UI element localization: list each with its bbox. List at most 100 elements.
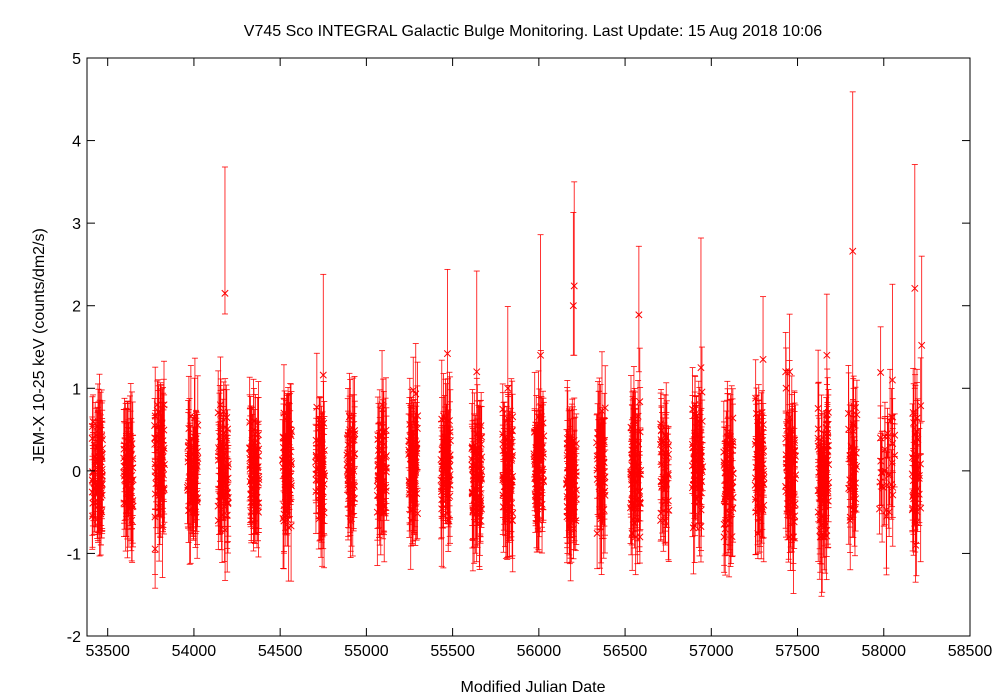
data-point [877, 326, 885, 419]
data-point [382, 415, 390, 521]
data-point [95, 437, 104, 557]
data-point [286, 403, 294, 446]
data-point [317, 465, 325, 558]
x-tick-label: 58000 [862, 643, 907, 660]
y-tick-label: 3 [72, 216, 81, 233]
data-point [126, 395, 134, 479]
data-point [570, 181, 578, 356]
data-point [286, 383, 294, 485]
data-point [88, 484, 97, 548]
data-point [223, 409, 232, 449]
chart-title: V745 Sco INTEGRAL Galactic Bulge Monitor… [244, 23, 823, 40]
data-point [248, 406, 256, 475]
data-point [217, 457, 225, 512]
data-point [158, 475, 167, 578]
y-tick-label: 5 [72, 51, 81, 68]
data-point [405, 413, 413, 496]
data-point [216, 385, 224, 489]
data-point [190, 434, 199, 524]
x-tick-label: 57000 [689, 643, 734, 660]
data-point [280, 457, 288, 554]
data-point [280, 364, 288, 462]
data-point [911, 164, 919, 389]
data-point [918, 255, 926, 422]
y-tick-label: 2 [72, 299, 81, 316]
y-tick-label: 1 [72, 381, 81, 398]
y-tick-label: -2 [67, 629, 81, 646]
data-point [380, 452, 388, 532]
data-point [468, 403, 476, 494]
data-point [346, 379, 354, 489]
y-axis-label: JEM-X 10-25 keV (counts/dm2/s) [31, 228, 48, 464]
data-point [279, 440, 287, 480]
data-point [253, 446, 261, 549]
data-point [374, 437, 382, 515]
data-point [252, 420, 260, 495]
x-tick-label: 57500 [775, 643, 820, 660]
data-point [499, 383, 507, 435]
data-point [318, 412, 326, 452]
data-point [95, 434, 103, 533]
y-tick-label: 4 [72, 134, 81, 151]
data-point [379, 424, 387, 501]
data-point [438, 470, 446, 529]
data-points [88, 91, 926, 597]
data-point [218, 420, 227, 491]
data-point [849, 91, 857, 406]
x-tick-label: 54500 [258, 643, 303, 660]
data-point [120, 468, 128, 537]
data-point [442, 465, 450, 510]
axis-ticks: 53500 54000 54500 55000 55500 56000 56500 57000… [67, 51, 993, 660]
data-point [444, 378, 452, 496]
data-point [349, 421, 357, 460]
data-point [189, 465, 197, 537]
data-point [127, 461, 136, 500]
data-point [509, 454, 517, 573]
data-point [98, 451, 106, 494]
data-point [157, 428, 166, 482]
data-point [185, 409, 193, 476]
data-point [160, 378, 168, 482]
data-point [88, 396, 97, 457]
data-point [445, 424, 453, 528]
x-tick-label: 55000 [344, 643, 389, 660]
data-point [126, 488, 134, 527]
data-point [247, 451, 256, 506]
data-point [93, 500, 101, 539]
data-point [89, 473, 97, 522]
data-point [151, 458, 159, 575]
data-point [94, 448, 102, 535]
data-point [507, 441, 515, 519]
data-point [888, 388, 896, 446]
x-tick-label: 56500 [603, 643, 648, 660]
data-point [94, 470, 102, 542]
data-point [221, 166, 229, 315]
data-point [508, 411, 516, 450]
data-point [214, 370, 222, 455]
data-point [408, 421, 416, 504]
x-tick-label: 58500 [948, 643, 993, 660]
x-tick-label: 53500 [85, 643, 130, 660]
x-tick-label: 54000 [172, 643, 217, 660]
data-point [373, 431, 381, 541]
y-tick-label: -1 [67, 546, 81, 563]
data-point [315, 416, 323, 519]
data-point [500, 401, 508, 474]
x-tick-label: 56000 [517, 643, 562, 660]
data-point [441, 418, 449, 498]
data-point [254, 381, 262, 489]
x-tick-label: 55500 [430, 643, 475, 660]
data-point [350, 413, 358, 530]
data-point [635, 245, 643, 373]
data-point [247, 405, 255, 492]
y-tick-label: 0 [72, 464, 81, 481]
data-point [184, 412, 192, 505]
x-axis-label: Modified Julian Date [461, 679, 606, 696]
data-point [378, 350, 386, 460]
data-point [477, 433, 486, 525]
data-point [345, 372, 353, 461]
data-point [409, 430, 417, 521]
data-point [154, 475, 162, 517]
data-point [153, 380, 161, 429]
